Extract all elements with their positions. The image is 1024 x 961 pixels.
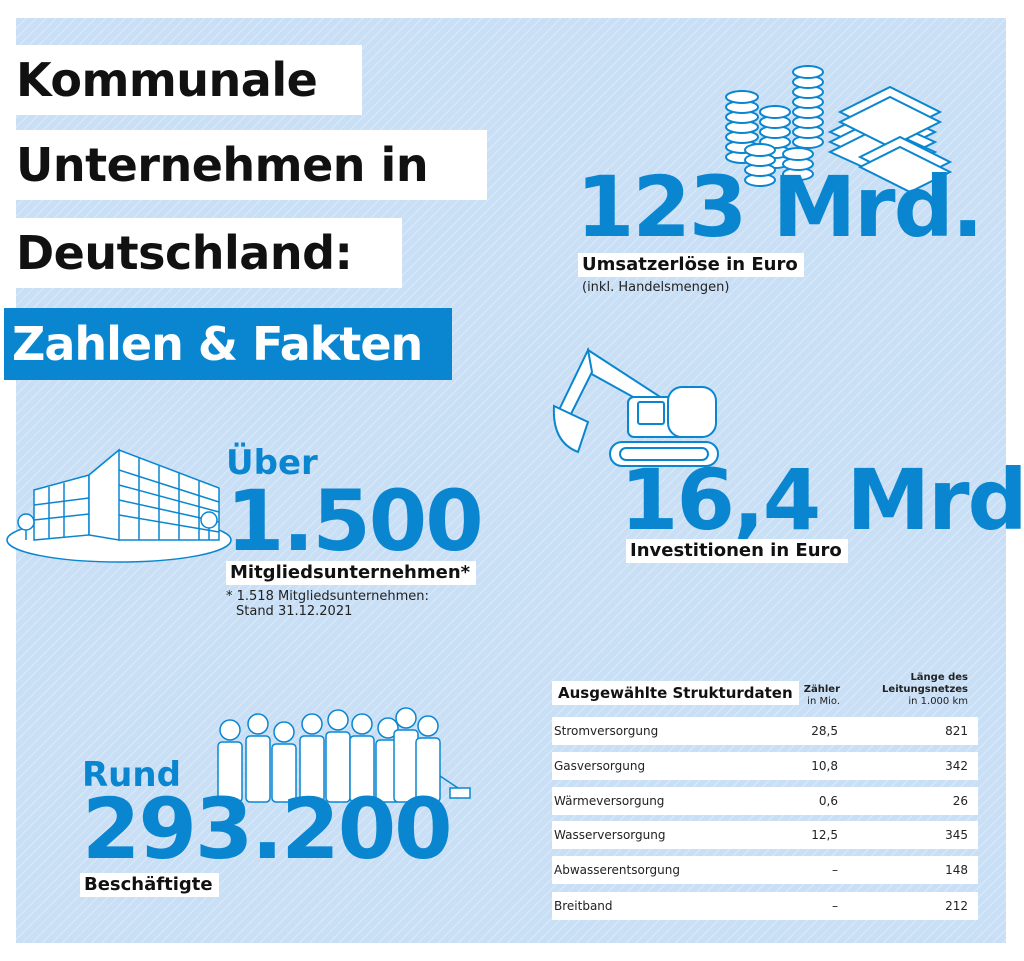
- length-header-line-2: Leitungsnetzes: [882, 684, 968, 695]
- title-line-2: Unternehmen in: [16, 130, 487, 200]
- row-counter: 12,5: [811, 828, 838, 842]
- row-counter: 0,6: [818, 794, 838, 808]
- employees-value: 293.200: [82, 780, 453, 878]
- revenue-label: Umsatzerlöse in Euro: [578, 253, 804, 277]
- row-name: Stromversorgung: [554, 724, 659, 738]
- row-length: 26: [952, 794, 968, 808]
- row-name: Wärmeversorgung: [554, 794, 665, 808]
- row-length: 821: [945, 724, 968, 738]
- coins-and-banknotes-icon: [725, 65, 953, 194]
- row-length: 342: [945, 759, 968, 773]
- table-row: Wasserversorgung 12,5 345: [552, 821, 978, 849]
- revenue-note: (inkl. Handelsmengen): [582, 280, 730, 295]
- counter-header-line-1: Zähler: [803, 684, 840, 695]
- row-name: Breitband: [554, 899, 613, 913]
- office-building-icon: [6, 448, 232, 563]
- row-name: Gasversorgung: [554, 759, 646, 773]
- row-counter: 28,5: [811, 724, 838, 738]
- table-row: Stromversorgung 28,5 821: [552, 717, 978, 745]
- table-row: Gasversorgung 10,8 342: [552, 752, 978, 780]
- members-note-line-1: * 1.518 Mitgliedsunternehmen:: [226, 589, 429, 604]
- structure-table-title: Ausgewählte Strukturdaten: [552, 681, 799, 705]
- table-row: Abwasserentsorgung – 148: [552, 856, 978, 884]
- row-name: Wasserversorgung: [554, 828, 666, 842]
- table-row: Wärmeversorgung 0,6 26: [552, 787, 978, 815]
- row-counter: –: [832, 899, 838, 913]
- row-length: 345: [945, 828, 968, 842]
- members-note-line-2: Stand 31.12.2021: [236, 604, 353, 619]
- title-line-3: Deutschland:: [16, 218, 402, 288]
- revenue-value: 123 Mrd.: [576, 158, 984, 256]
- investments-value: 16,4 Mrd.: [620, 451, 1024, 549]
- title-line-1: Kommunale: [16, 45, 362, 115]
- table-row: Breitband – 212: [552, 892, 978, 920]
- employees-prefix: Rund: [82, 755, 181, 795]
- members-label: Mitgliedsunternehmen*: [226, 561, 477, 585]
- length-column-header: Länge des Leitungsnetzes in 1.000 km: [880, 672, 968, 708]
- employees-label: Beschäftigte: [80, 873, 219, 897]
- row-name: Abwasserentsorgung: [554, 863, 681, 877]
- row-length: 212: [945, 899, 968, 913]
- length-header-line-3: in 1.000 km: [908, 696, 968, 707]
- row-length: 148: [945, 863, 968, 877]
- row-counter: –: [832, 863, 838, 877]
- counter-header-line-2: in Mio.: [807, 696, 840, 707]
- row-counter: 10,8: [811, 759, 838, 773]
- excavator-icon: [552, 346, 719, 467]
- members-prefix: Über: [226, 443, 318, 483]
- length-header-line-1: Länge des: [910, 672, 968, 683]
- people-group-icon: [217, 707, 471, 803]
- counter-column-header: Zähler in Mio.: [784, 684, 840, 708]
- investments-label: Investitionen in Euro: [626, 539, 848, 563]
- title-subtitle: Zahlen & Fakten: [4, 308, 452, 380]
- members-value: 1.500: [226, 472, 484, 570]
